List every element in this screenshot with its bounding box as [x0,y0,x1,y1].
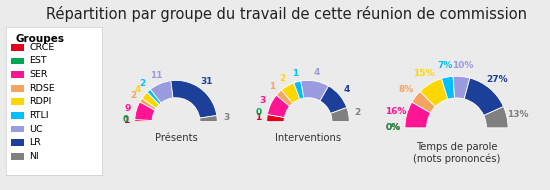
Text: Répartition par groupe du travail de cette réunion de commission: Répartition par groupe du travail de cet… [46,6,526,22]
Wedge shape [147,89,161,105]
Text: 10%: 10% [452,61,474,70]
Text: 11: 11 [150,71,163,80]
Text: 31: 31 [200,77,213,86]
Text: 1: 1 [123,116,129,125]
Text: Temps de parole
(mots prononcés): Temps de parole (mots prononcés) [413,142,500,165]
Text: 2: 2 [280,74,286,83]
Text: NI: NI [30,152,39,161]
Wedge shape [277,90,293,106]
Text: 16%: 16% [385,107,406,116]
Wedge shape [267,95,290,117]
Text: 1: 1 [292,69,298,78]
Text: EST: EST [30,56,47,66]
Bar [11,112,24,119]
Wedge shape [331,108,349,122]
Text: 4: 4 [343,85,350,94]
Bar [11,126,24,132]
Text: 4: 4 [314,68,320,77]
Wedge shape [453,76,470,99]
Bar [11,153,24,160]
Wedge shape [142,92,160,108]
Bar [11,58,24,64]
Bar [11,71,24,78]
Text: CRCE: CRCE [30,43,55,52]
Wedge shape [200,116,217,122]
Wedge shape [484,107,508,128]
Text: 4: 4 [134,85,141,94]
Wedge shape [140,98,156,110]
Text: RDPI: RDPI [30,97,52,106]
Wedge shape [135,120,152,122]
Wedge shape [150,81,173,103]
Wedge shape [294,81,304,99]
Text: 0: 0 [255,108,261,117]
Text: Interventions: Interventions [275,133,341,143]
Text: 27%: 27% [486,75,508,84]
Bar [11,44,24,51]
Text: 1: 1 [255,113,261,122]
Wedge shape [267,115,284,122]
Wedge shape [412,91,436,113]
Text: 0%: 0% [386,123,401,132]
Text: UC: UC [30,125,43,134]
Text: 2: 2 [140,79,146,88]
Text: 8%: 8% [399,85,414,94]
Wedge shape [464,78,503,116]
Text: SER: SER [30,70,48,79]
Bar [11,85,24,92]
Bar [11,139,24,146]
Text: Groupes: Groupes [15,34,64,44]
Wedge shape [420,78,448,107]
Wedge shape [301,80,329,101]
Text: 0%: 0% [386,123,401,132]
Text: Présents: Présents [155,133,197,143]
Text: RTLI: RTLI [30,111,49,120]
Text: LR: LR [30,138,41,147]
Text: 0: 0 [123,115,129,124]
Wedge shape [282,83,300,103]
Wedge shape [135,102,155,120]
Text: RDSE: RDSE [30,84,56,93]
Bar [11,98,24,105]
Text: 9: 9 [124,104,131,112]
Text: 7%: 7% [438,61,453,70]
Text: 13%: 13% [507,110,529,119]
Text: 2: 2 [354,108,361,117]
Wedge shape [171,80,217,118]
Wedge shape [405,102,431,128]
Text: 1: 1 [270,82,276,91]
Text: 3: 3 [223,113,229,122]
Text: 2: 2 [130,91,136,100]
Text: 15%: 15% [414,69,435,78]
Wedge shape [442,76,454,99]
Wedge shape [320,86,346,113]
Text: 3: 3 [259,96,266,105]
